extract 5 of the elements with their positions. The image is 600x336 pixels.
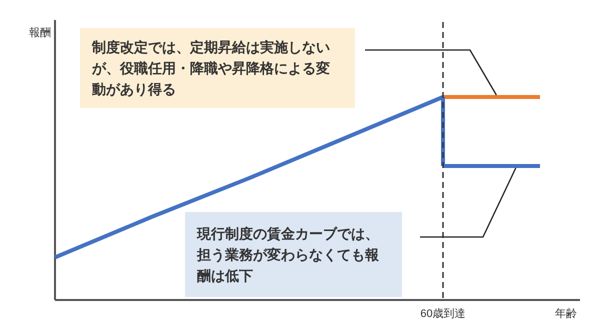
- text: 報酬: [29, 27, 51, 39]
- annotation: 現行制度の賃金カーブでは、担う業務が変わらなくても報酬は低下: [196, 226, 380, 284]
- x-axis-title: 年齢: [555, 308, 577, 320]
- text: 制度改定では、定期昇給は実施しないが、役職任用・降職や昇降格による変動があり得る: [91, 39, 330, 97]
- text: 60歳到達: [420, 307, 466, 320]
